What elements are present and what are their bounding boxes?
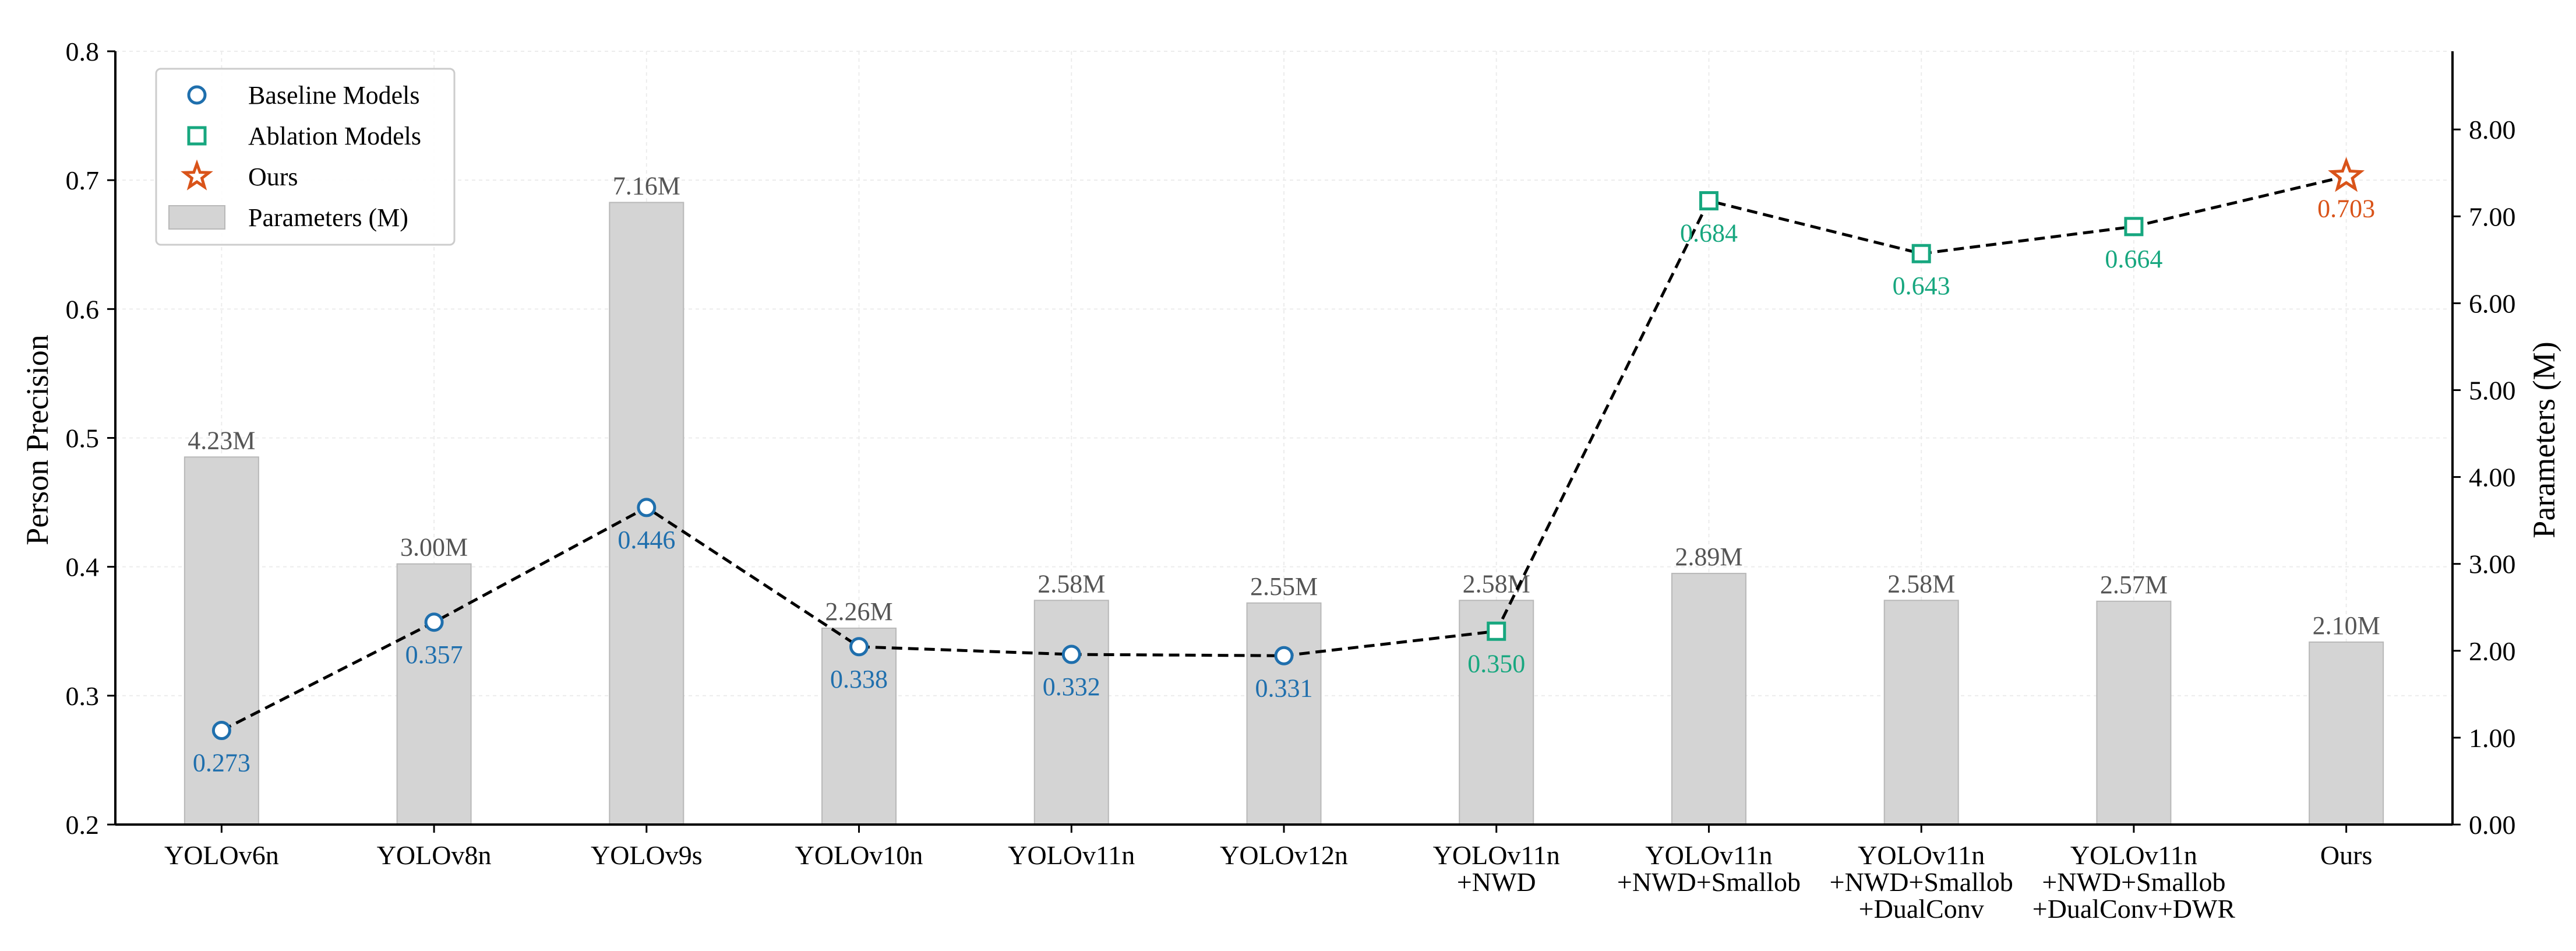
x-tick-label: YOLOv11n [1858, 840, 1985, 870]
parameter-bar-label: 2.55M [1250, 572, 1318, 601]
parameter-bar-label: 3.00M [400, 533, 468, 562]
right-y-tick-label: 2.00 [2469, 636, 2516, 666]
precision-value-label: 0.684 [1680, 219, 1738, 248]
parameter-bar-labels: 4.23M 3.00M 7.16M 2.26M 2.58M 2.55M 2.58M 2.89M… [188, 171, 2380, 639]
x-tick-label: +NWD+Smallob [2042, 867, 2225, 897]
legend-ours-marker [181, 159, 213, 191]
legend-label: Parameters (M) [248, 203, 408, 232]
precision-value-label: 0.357 [405, 640, 463, 669]
precision-value-labels: 0.273 0.357 0.446 0.338 0.332 0.331 0.350 0.684… [193, 195, 2375, 777]
parameter-bar [1033, 600, 1109, 825]
x-tick-label: YOLOv9s [591, 840, 703, 870]
legend-label: Ours [248, 163, 298, 191]
left-y-tick-label: 0.3 [66, 681, 100, 711]
x-tick-label: YOLOv6n [164, 840, 279, 870]
left-y-tick-label: 0.6 [66, 294, 100, 324]
x-tick-label: +DualConv+DWR [2032, 894, 2236, 924]
baseline-marker [424, 612, 444, 632]
parameter-bars [184, 202, 2384, 826]
precision-value-label: 0.703 [2317, 195, 2375, 223]
parameter-bar-label: 2.89M [1675, 543, 1742, 571]
x-tick-label: YOLOv11n [1008, 840, 1135, 870]
precision-value-label: 0.273 [193, 749, 250, 777]
right-y-tick-label: 4.00 [2469, 463, 2516, 492]
left-y-tick-labels: 0.2 0.3 0.4 0.5 0.6 0.7 0.8 [66, 37, 100, 840]
ablation-marker [1699, 191, 1718, 211]
parameter-bar [1671, 573, 1746, 826]
baseline-marker [211, 721, 231, 741]
precision-value-label: 0.446 [617, 526, 675, 554]
x-tick-label: YOLOv10n [795, 840, 923, 870]
precision-value-label: 0.643 [1893, 272, 1950, 300]
x-tick-label: YOLOv11n [2070, 840, 2197, 870]
precision-value-label: 0.664 [2105, 245, 2162, 273]
right-y-axis-title: Parameters (M) [2526, 341, 2561, 538]
right-y-tick-label: 3.00 [2469, 550, 2516, 579]
legend: Baseline Models Ablation Models Ours Parame… [155, 68, 456, 246]
right-y-tick-label: 7.00 [2469, 202, 2516, 231]
parameter-bar-label: 2.10M [2313, 611, 2380, 640]
x-tick-label: +DualConv [1859, 894, 1984, 924]
ablation-marker [1911, 244, 1931, 263]
legend-label: Ablation Models [248, 122, 421, 150]
baseline-marker [849, 637, 869, 657]
left-y-tick-label: 0.7 [66, 165, 100, 195]
left-y-axis-title: Person Precision [20, 334, 55, 545]
precision-value-label: 0.332 [1043, 672, 1100, 701]
x-tick-label: Ours [2320, 840, 2372, 870]
ours-marker [2328, 157, 2365, 192]
ablation-marker [2124, 217, 2144, 237]
right-y-tick-label: 1.00 [2469, 723, 2516, 753]
x-tick-label: YOLOv11n [1433, 840, 1560, 870]
parameter-bar [821, 628, 897, 826]
parameter-bar [2096, 600, 2172, 825]
left-y-tick-label: 0.2 [66, 810, 100, 840]
x-tick-label: YOLOv12n [1220, 840, 1348, 870]
axes [107, 50, 2461, 833]
baseline-marker [1274, 646, 1294, 665]
parameter-bar-label: 2.58M [1038, 569, 1105, 598]
x-tick-label: +NWD+Smallob [1617, 867, 1801, 897]
right-y-tick-label: 0.00 [2469, 810, 2516, 840]
parameter-bar-label: 2.26M [825, 597, 892, 626]
parameter-bar [396, 563, 472, 826]
x-tick-label: YOLOv11n [1645, 840, 1772, 870]
baseline-marker [637, 498, 657, 517]
legend-box [155, 68, 456, 246]
x-tick-label: YOLOv8n [377, 840, 492, 870]
left-y-tick-label: 0.8 [66, 37, 100, 66]
precision-value-label: 0.331 [1255, 674, 1313, 702]
x-tick-labels: YOLOv6n YOLOv8n YOLOv9s YOLOv10n YOLOv11n YOL… [164, 840, 2372, 924]
precision-value-label: 0.350 [1467, 649, 1525, 678]
left-y-tick-label: 0.5 [66, 424, 100, 453]
precision-markers [211, 157, 2365, 741]
x-tick-label: +NWD [1457, 867, 1536, 897]
ablation-marker [1487, 621, 1506, 641]
parameter-bar-label: 2.58M [1887, 569, 1955, 598]
right-y-tick-label: 6.00 [2469, 288, 2516, 318]
x-tick-label: +NWD+Smallob [1830, 867, 2013, 897]
right-y-tick-label: 8.00 [2469, 115, 2516, 145]
baseline-marker [1061, 644, 1081, 664]
parameter-bar [1883, 600, 1959, 825]
parameter-bar-label: 2.57M [2100, 570, 2168, 599]
legend-ablation-marker [187, 126, 207, 146]
legend-bar-swatch [168, 205, 225, 230]
parameter-bar [2309, 641, 2384, 826]
parameter-bar-label: 7.16M [613, 171, 680, 200]
left-y-tick-label: 0.4 [66, 552, 100, 582]
right-y-tick-label: 5.00 [2469, 375, 2516, 405]
parameter-bar-label: 4.23M [188, 426, 255, 455]
parameter-bar [1246, 602, 1322, 825]
right-y-tick-labels: 0.00 1.00 2.00 3.00 4.00 5.00 6.00 7.00 8.00 [2469, 115, 2516, 840]
legend-baseline-marker [187, 85, 207, 105]
legend-label: Baseline Models [248, 81, 420, 110]
precision-value-label: 0.338 [830, 665, 888, 693]
